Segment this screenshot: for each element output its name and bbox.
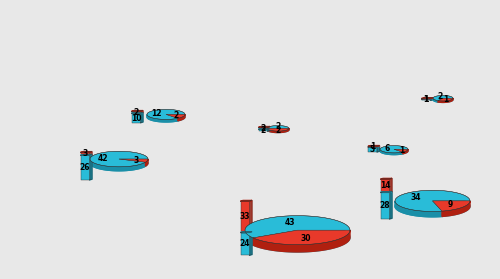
Polygon shape bbox=[147, 109, 185, 119]
Polygon shape bbox=[267, 126, 289, 128]
Polygon shape bbox=[146, 159, 148, 166]
Polygon shape bbox=[380, 146, 408, 153]
Bar bbox=[258, 127, 268, 129]
Polygon shape bbox=[90, 155, 148, 171]
Text: 3: 3 bbox=[82, 149, 87, 158]
Polygon shape bbox=[380, 149, 402, 155]
Polygon shape bbox=[430, 99, 433, 100]
Polygon shape bbox=[240, 200, 252, 201]
Polygon shape bbox=[258, 128, 270, 129]
Text: 2: 2 bbox=[134, 108, 138, 117]
Text: 6: 6 bbox=[384, 144, 390, 153]
Text: 2: 2 bbox=[438, 92, 443, 101]
Polygon shape bbox=[132, 112, 143, 113]
Polygon shape bbox=[90, 155, 92, 180]
Bar bbox=[80, 155, 90, 180]
Text: 30: 30 bbox=[301, 234, 312, 243]
Polygon shape bbox=[394, 149, 408, 152]
Text: 10: 10 bbox=[131, 114, 141, 122]
Text: 2: 2 bbox=[276, 122, 280, 131]
Polygon shape bbox=[166, 114, 185, 118]
Polygon shape bbox=[178, 114, 185, 121]
Polygon shape bbox=[438, 98, 453, 102]
Polygon shape bbox=[368, 146, 380, 147]
Text: 28: 28 bbox=[380, 201, 390, 210]
Bar bbox=[258, 129, 268, 131]
Text: 2: 2 bbox=[260, 126, 266, 135]
Text: 33: 33 bbox=[240, 212, 250, 221]
Polygon shape bbox=[377, 146, 380, 147]
Bar bbox=[132, 111, 140, 113]
Polygon shape bbox=[140, 110, 143, 113]
Polygon shape bbox=[395, 190, 470, 211]
Polygon shape bbox=[245, 231, 253, 245]
Polygon shape bbox=[267, 127, 289, 133]
Bar bbox=[368, 146, 377, 147]
Bar bbox=[132, 113, 140, 123]
Bar bbox=[380, 179, 390, 193]
Polygon shape bbox=[380, 147, 408, 155]
Bar bbox=[240, 232, 250, 255]
Text: 3: 3 bbox=[134, 155, 138, 165]
Polygon shape bbox=[132, 110, 143, 111]
Text: 5: 5 bbox=[370, 145, 375, 154]
Polygon shape bbox=[380, 192, 392, 193]
Polygon shape bbox=[245, 216, 350, 238]
Text: 24: 24 bbox=[240, 239, 250, 248]
Polygon shape bbox=[433, 95, 453, 101]
Bar bbox=[80, 152, 90, 155]
Polygon shape bbox=[438, 98, 453, 101]
Polygon shape bbox=[90, 151, 148, 167]
Polygon shape bbox=[267, 128, 289, 133]
Polygon shape bbox=[140, 112, 143, 123]
Text: 2: 2 bbox=[174, 111, 179, 120]
Polygon shape bbox=[250, 232, 252, 255]
Polygon shape bbox=[422, 99, 433, 100]
Text: 9: 9 bbox=[448, 200, 453, 209]
Polygon shape bbox=[433, 98, 438, 102]
Polygon shape bbox=[442, 201, 470, 217]
Polygon shape bbox=[119, 159, 148, 162]
Text: 1: 1 bbox=[424, 95, 428, 104]
Polygon shape bbox=[380, 178, 392, 179]
Polygon shape bbox=[268, 127, 270, 129]
Polygon shape bbox=[390, 192, 392, 219]
Polygon shape bbox=[390, 178, 392, 193]
Text: 14: 14 bbox=[380, 181, 390, 190]
Polygon shape bbox=[245, 223, 350, 252]
Text: 34: 34 bbox=[411, 193, 422, 202]
Text: 42: 42 bbox=[98, 154, 108, 163]
Text: 1: 1 bbox=[444, 95, 448, 104]
Text: 1: 1 bbox=[424, 95, 428, 104]
Polygon shape bbox=[395, 201, 442, 217]
Polygon shape bbox=[402, 149, 408, 154]
Text: 43: 43 bbox=[284, 218, 295, 227]
Bar bbox=[422, 98, 430, 100]
Polygon shape bbox=[250, 200, 252, 232]
Polygon shape bbox=[433, 97, 453, 102]
Bar bbox=[368, 147, 377, 152]
Polygon shape bbox=[395, 196, 470, 217]
Bar bbox=[240, 201, 250, 232]
Polygon shape bbox=[377, 146, 380, 152]
Polygon shape bbox=[90, 160, 146, 171]
Text: 1: 1 bbox=[370, 142, 375, 151]
Text: 2: 2 bbox=[276, 126, 280, 134]
Polygon shape bbox=[432, 201, 470, 211]
Polygon shape bbox=[147, 112, 185, 122]
Polygon shape bbox=[268, 128, 270, 131]
Polygon shape bbox=[253, 230, 350, 252]
Polygon shape bbox=[147, 114, 178, 122]
Text: 26: 26 bbox=[80, 163, 90, 172]
Polygon shape bbox=[430, 98, 433, 100]
Text: 12: 12 bbox=[152, 109, 162, 118]
Bar bbox=[380, 193, 390, 219]
Polygon shape bbox=[90, 152, 92, 155]
Text: 1: 1 bbox=[399, 146, 404, 155]
Polygon shape bbox=[253, 230, 350, 245]
Polygon shape bbox=[267, 128, 289, 131]
Text: 2: 2 bbox=[260, 124, 266, 133]
